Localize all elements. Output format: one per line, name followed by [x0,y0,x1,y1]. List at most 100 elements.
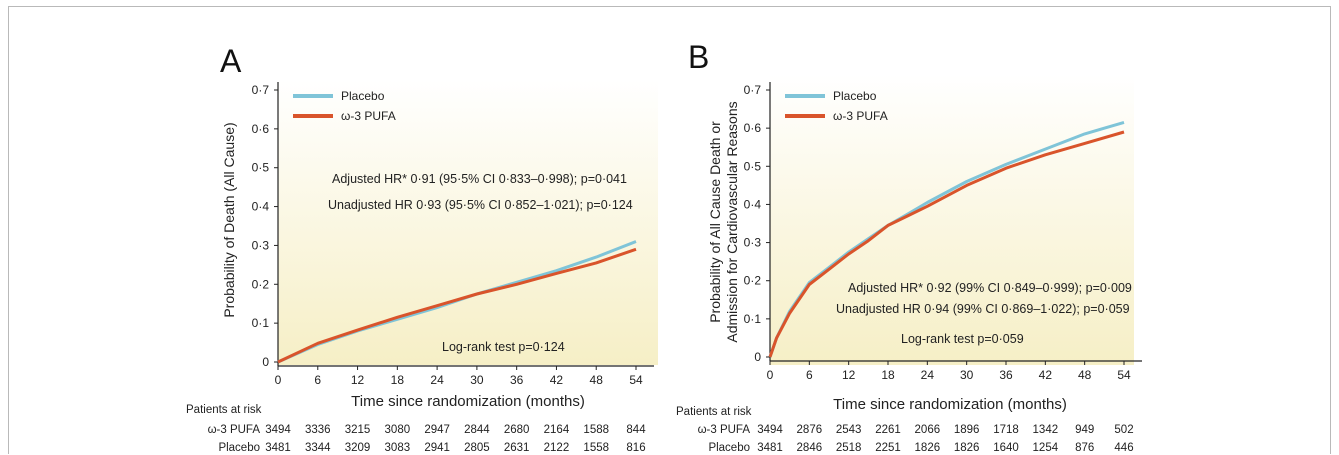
risk-value: 1718 [993,424,1019,436]
risk-value: 2518 [836,442,862,454]
risk-values-a: 3494 3336 3215 3080 2947 2844 2680 2164 1588 844 3… [265,424,646,454]
y-tick-label: 0·3 [744,236,762,250]
x-tick-label: 30 [470,373,484,387]
x-axis-label-b: Time since randomization (months) [833,396,1067,413]
risk-value: 2805 [464,442,490,454]
risk-value: 2846 [797,442,823,454]
risk-value: 1640 [993,442,1019,454]
legend-label-pufa-a: ω-3 PUFA [341,109,396,123]
y-tick-label: 0 [754,350,761,364]
risk-value: 3494 [265,424,291,436]
panel-label-a: A [220,43,242,79]
y-tick-label: 0·4 [252,200,270,214]
risk-value: 2876 [797,424,823,436]
x-tick-label: 36 [510,373,524,387]
y-tick-label: 0·1 [744,312,762,326]
risk-value: 3083 [385,442,411,454]
y-tick-label: 0·7 [744,83,762,97]
risk-value: 1588 [583,424,609,436]
x-tick-label: 42 [550,373,564,387]
legend-label-placebo-b: Placebo [833,89,877,103]
panel-a: A 0 0·1 0·2 0·3 0·4 0·5 0·6 0·7 0 6 12 18 24 30 36 42 48… [186,43,658,454]
series-line-pufa [768,130,1125,358]
legend-b: Placebo ω-3 PUFA [785,89,888,123]
risk-title-a: Patients at risk [186,404,262,416]
x-tick-label: 48 [1078,368,1092,382]
annotation-adjusted-hr-a: Adjusted HR* 0·91 (95·5% CI 0·833–0·998)… [332,172,627,186]
plot-area-b [770,75,1134,365]
risk-value: 1342 [1033,424,1059,436]
risk-value: 2066 [915,424,941,436]
risk-value: 1558 [583,442,609,454]
series-lines-a [277,240,637,364]
x-tick-label: 18 [391,373,405,387]
y-tick-label: 0·5 [252,161,270,175]
y-axis-label-b-line1: Probability of All Cause Death or [707,121,723,323]
annotation-unadjusted-hr-a: Unadjusted HR 0·93 (95·5% CI 0·852–1·021… [328,198,633,212]
annotation-logrank-a: Log-rank test p=0·124 [442,340,565,354]
risk-value: 3494 [757,424,783,436]
legend-label-placebo-a: Placebo [341,89,385,103]
x-tick-label: 0 [767,368,774,382]
axes-a: 0 0·1 0·2 0·3 0·4 0·5 0·6 0·7 0 6 12 18 24 30 36 42 48 54 [252,82,654,387]
risk-value: 3209 [345,442,371,454]
risk-value: 2947 [424,424,450,436]
x-tick-label: 6 [314,373,321,387]
x-tick-label: 48 [590,373,604,387]
y-tick-label: 0·7 [252,83,270,97]
series-line-pufa [277,247,637,364]
risk-value: 2251 [875,442,901,454]
x-tick-label: 6 [806,368,813,382]
x-tick-label: 0 [275,373,282,387]
panel-label-b: B [688,39,709,75]
risk-value: 844 [626,424,646,436]
risk-value: 3080 [385,424,411,436]
x-tick-label: 24 [921,368,935,382]
risk-value: 1254 [1033,442,1059,454]
risk-value: 949 [1075,424,1094,436]
risk-value: 2122 [544,442,570,454]
x-tick-label: 36 [999,368,1013,382]
risk-value: 876 [1075,442,1094,454]
x-tick-label: 54 [1117,368,1131,382]
risk-row-label-pufa-b: ω-3 PUFA [698,424,751,436]
y-tick-label: 0·4 [744,197,762,211]
annotation-unadjusted-hr-b: Unadjusted HR 0·94 (99% CI 0·869–1·022);… [836,302,1130,316]
x-tick-label: 42 [1039,368,1053,382]
risk-value: 2844 [464,424,490,436]
y-tick-label: 0 [262,355,269,369]
y-tick-label: 0·3 [252,238,270,252]
y-tick-label: 0·2 [252,277,270,291]
risk-value: 2543 [836,424,862,436]
y-tick-label: 0·2 [744,274,762,288]
y-tick-label: 0·6 [744,121,762,135]
legend-a: Placebo ω-3 PUFA [293,89,396,123]
risk-value: 3481 [757,442,783,454]
y-tick-label: 0·1 [252,316,270,330]
y-tick-label: 0·6 [252,122,270,136]
risk-value: 2164 [544,424,570,436]
risk-value: 2941 [424,442,450,454]
risk-value: 816 [626,442,645,454]
risk-value: 2631 [504,442,530,454]
risk-title-b: Patients at risk [676,406,752,418]
risk-value: 1896 [954,424,980,436]
series-lines-b [768,120,1125,358]
y-axis-label-a: Probability of Death (All Cause) [221,122,237,317]
annotation-logrank-b: Log-rank test p=0·059 [901,332,1024,346]
y-axis-label-b-line2: Admission for Cardiovascular Reasons [724,101,740,342]
risk-value: 446 [1114,442,1133,454]
risk-value: 3215 [345,424,371,436]
risk-value: 2680 [504,424,530,436]
annotation-adjusted-hr-b: Adjusted HR* 0·92 (99% CI 0·849–0·999); … [848,281,1132,295]
risk-row-label-placebo-b: Placebo [708,442,750,454]
panel-b: B 0 0·1 0·2 0·3 0·4 0·5 0·6 0·7 0 6 12 18 24 30 36 42 48… [676,39,1142,454]
y-tick-label: 0·5 [744,159,762,173]
plot-area-a [278,80,658,365]
risk-value: 2261 [875,424,901,436]
x-tick-label: 12 [351,373,365,387]
figure-frame [8,6,1331,454]
risk-row-label-placebo-a: Placebo [218,442,260,454]
risk-values-b: 3494 2876 2543 2261 2066 1896 1718 1342 949 502 34… [757,424,1133,454]
